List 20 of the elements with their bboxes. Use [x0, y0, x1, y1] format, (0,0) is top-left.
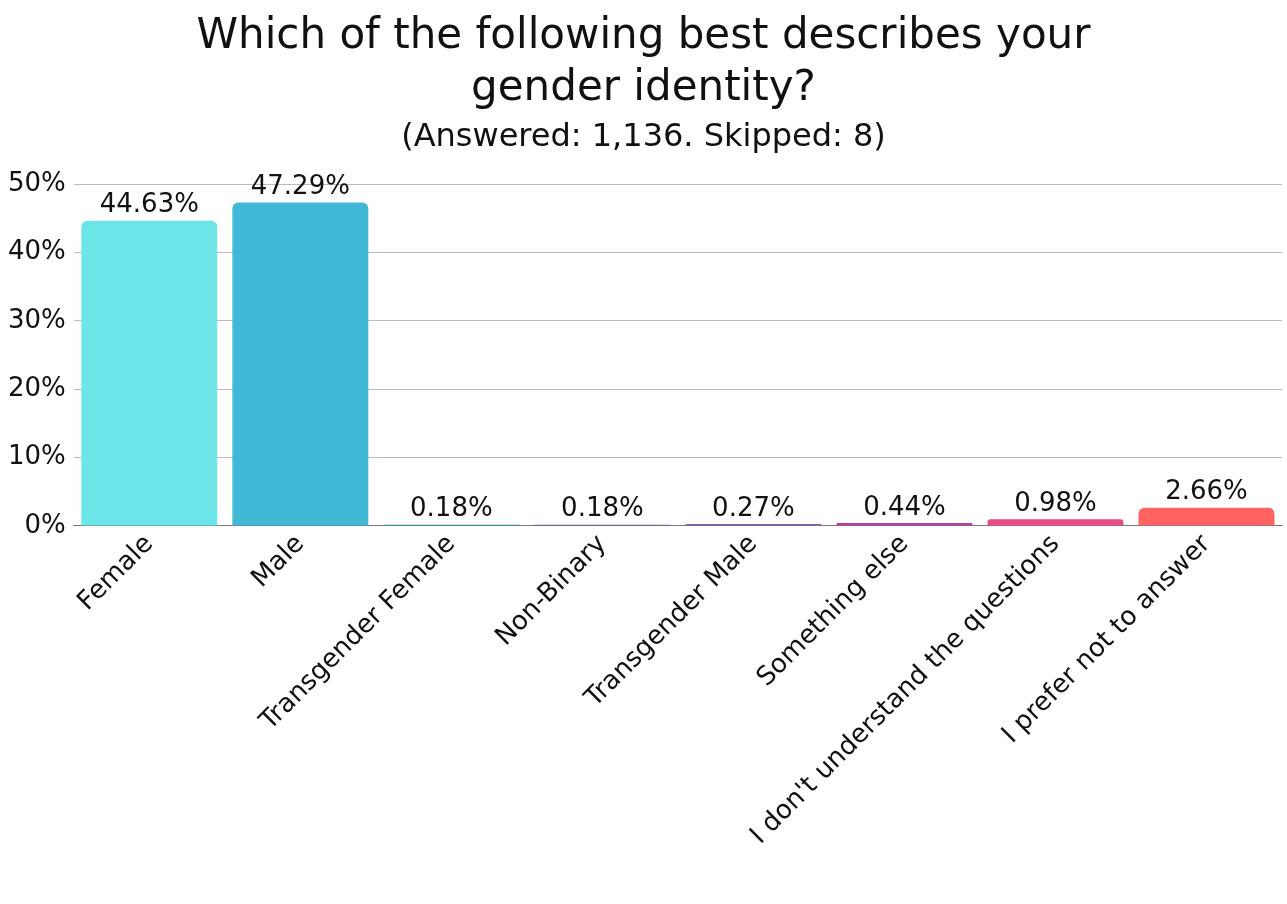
data-label: 47.29% [250, 170, 350, 201]
y-tick-label: 30% [7, 303, 66, 334]
chart-subtitle: (Answered: 1,136. Skipped: 8) [400, 116, 887, 154]
chart-title: Which of the following best describes your gender identity? [195, 8, 1092, 112]
data-label: 0.44% [863, 490, 946, 521]
data-label: 0.98% [1014, 486, 1097, 517]
data-label: 44.63% [99, 188, 199, 219]
y-tick-label: 10% [7, 440, 66, 471]
y-tick-label: 0% [24, 508, 66, 539]
y-tick-label: 40% [7, 235, 66, 266]
y-tick-label: 50% [7, 166, 66, 197]
y-tick-label: 20% [7, 371, 66, 402]
data-label: 2.66% [1165, 475, 1248, 506]
data-label: 0.27% [712, 491, 795, 522]
bar [81, 220, 218, 526]
bar [1138, 507, 1275, 526]
bar [232, 202, 369, 526]
data-label: 0.18% [410, 492, 493, 523]
data-label: 0.18% [561, 492, 644, 523]
bar [987, 519, 1124, 526]
